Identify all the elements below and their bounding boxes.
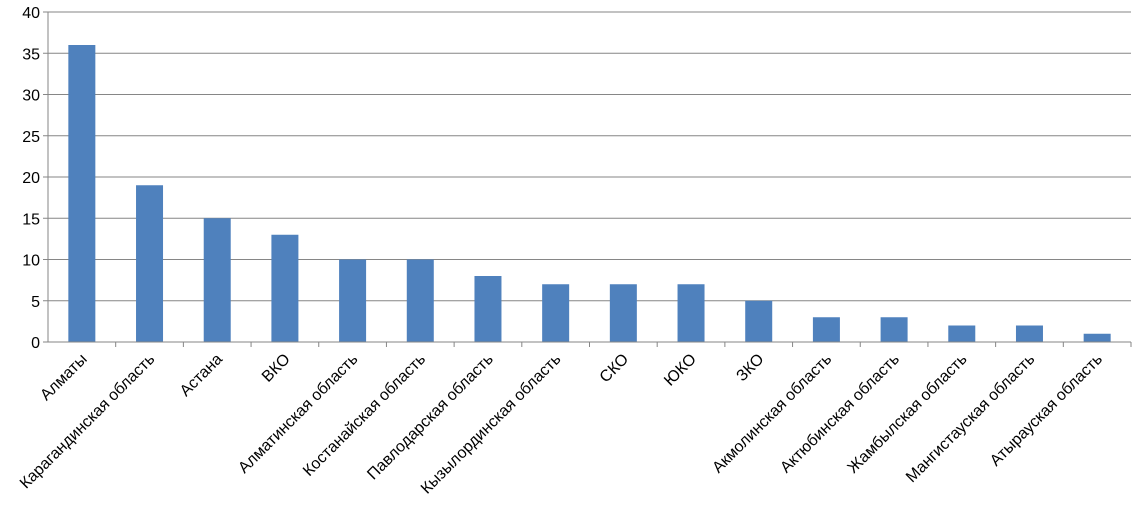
category-label: Алматинская область bbox=[235, 351, 361, 477]
y-tick-label: 5 bbox=[31, 294, 40, 311]
bar bbox=[474, 276, 502, 342]
category-label: ЗКО bbox=[733, 351, 767, 385]
axes bbox=[43, 11, 1132, 347]
y-tick-label: 25 bbox=[22, 129, 40, 146]
bars bbox=[68, 45, 1111, 342]
category-label: Актюбинская область bbox=[777, 351, 903, 477]
category-label: Павлодарская область bbox=[364, 351, 496, 483]
category-label: Кызылординская область bbox=[418, 351, 565, 498]
category-label: СКО bbox=[597, 351, 632, 386]
category-label: Астана bbox=[177, 351, 226, 400]
bar bbox=[203, 218, 231, 342]
y-tick-label: 30 bbox=[22, 88, 40, 105]
y-tick-label: 15 bbox=[22, 211, 40, 228]
bar bbox=[948, 325, 976, 342]
y-tick-label: 0 bbox=[31, 335, 40, 352]
bar bbox=[880, 317, 908, 342]
y-tick-label: 10 bbox=[22, 253, 40, 270]
bar bbox=[609, 284, 637, 342]
bar bbox=[339, 259, 367, 342]
bar bbox=[136, 185, 164, 342]
bar bbox=[677, 284, 705, 342]
category-label: ВКО bbox=[259, 351, 294, 386]
bar bbox=[542, 284, 570, 342]
category-label: Костанайская область bbox=[300, 351, 429, 480]
y-tick-label: 35 bbox=[22, 46, 40, 63]
category-label: Карагандинская область bbox=[17, 351, 158, 492]
category-label: Атырауская область bbox=[987, 351, 1106, 470]
category-label: ЮКО bbox=[661, 351, 700, 390]
bar bbox=[271, 234, 299, 342]
category-label: Акмолинская область bbox=[709, 351, 835, 477]
bar bbox=[812, 317, 840, 342]
bar bbox=[1015, 325, 1043, 342]
bar bbox=[745, 300, 773, 342]
category-label: Жамбылская область bbox=[845, 351, 971, 477]
category-label: Алматы bbox=[37, 351, 90, 404]
bar bbox=[406, 259, 434, 342]
category-label: Мангистауская область bbox=[903, 351, 1038, 486]
bar bbox=[1083, 333, 1111, 342]
y-tick-label: 20 bbox=[22, 170, 40, 187]
y-tick-label: 40 bbox=[22, 5, 40, 22]
bar bbox=[68, 45, 96, 342]
y-tick-labels: 0 5 10 15 20 25 30 35 40 bbox=[22, 5, 40, 352]
